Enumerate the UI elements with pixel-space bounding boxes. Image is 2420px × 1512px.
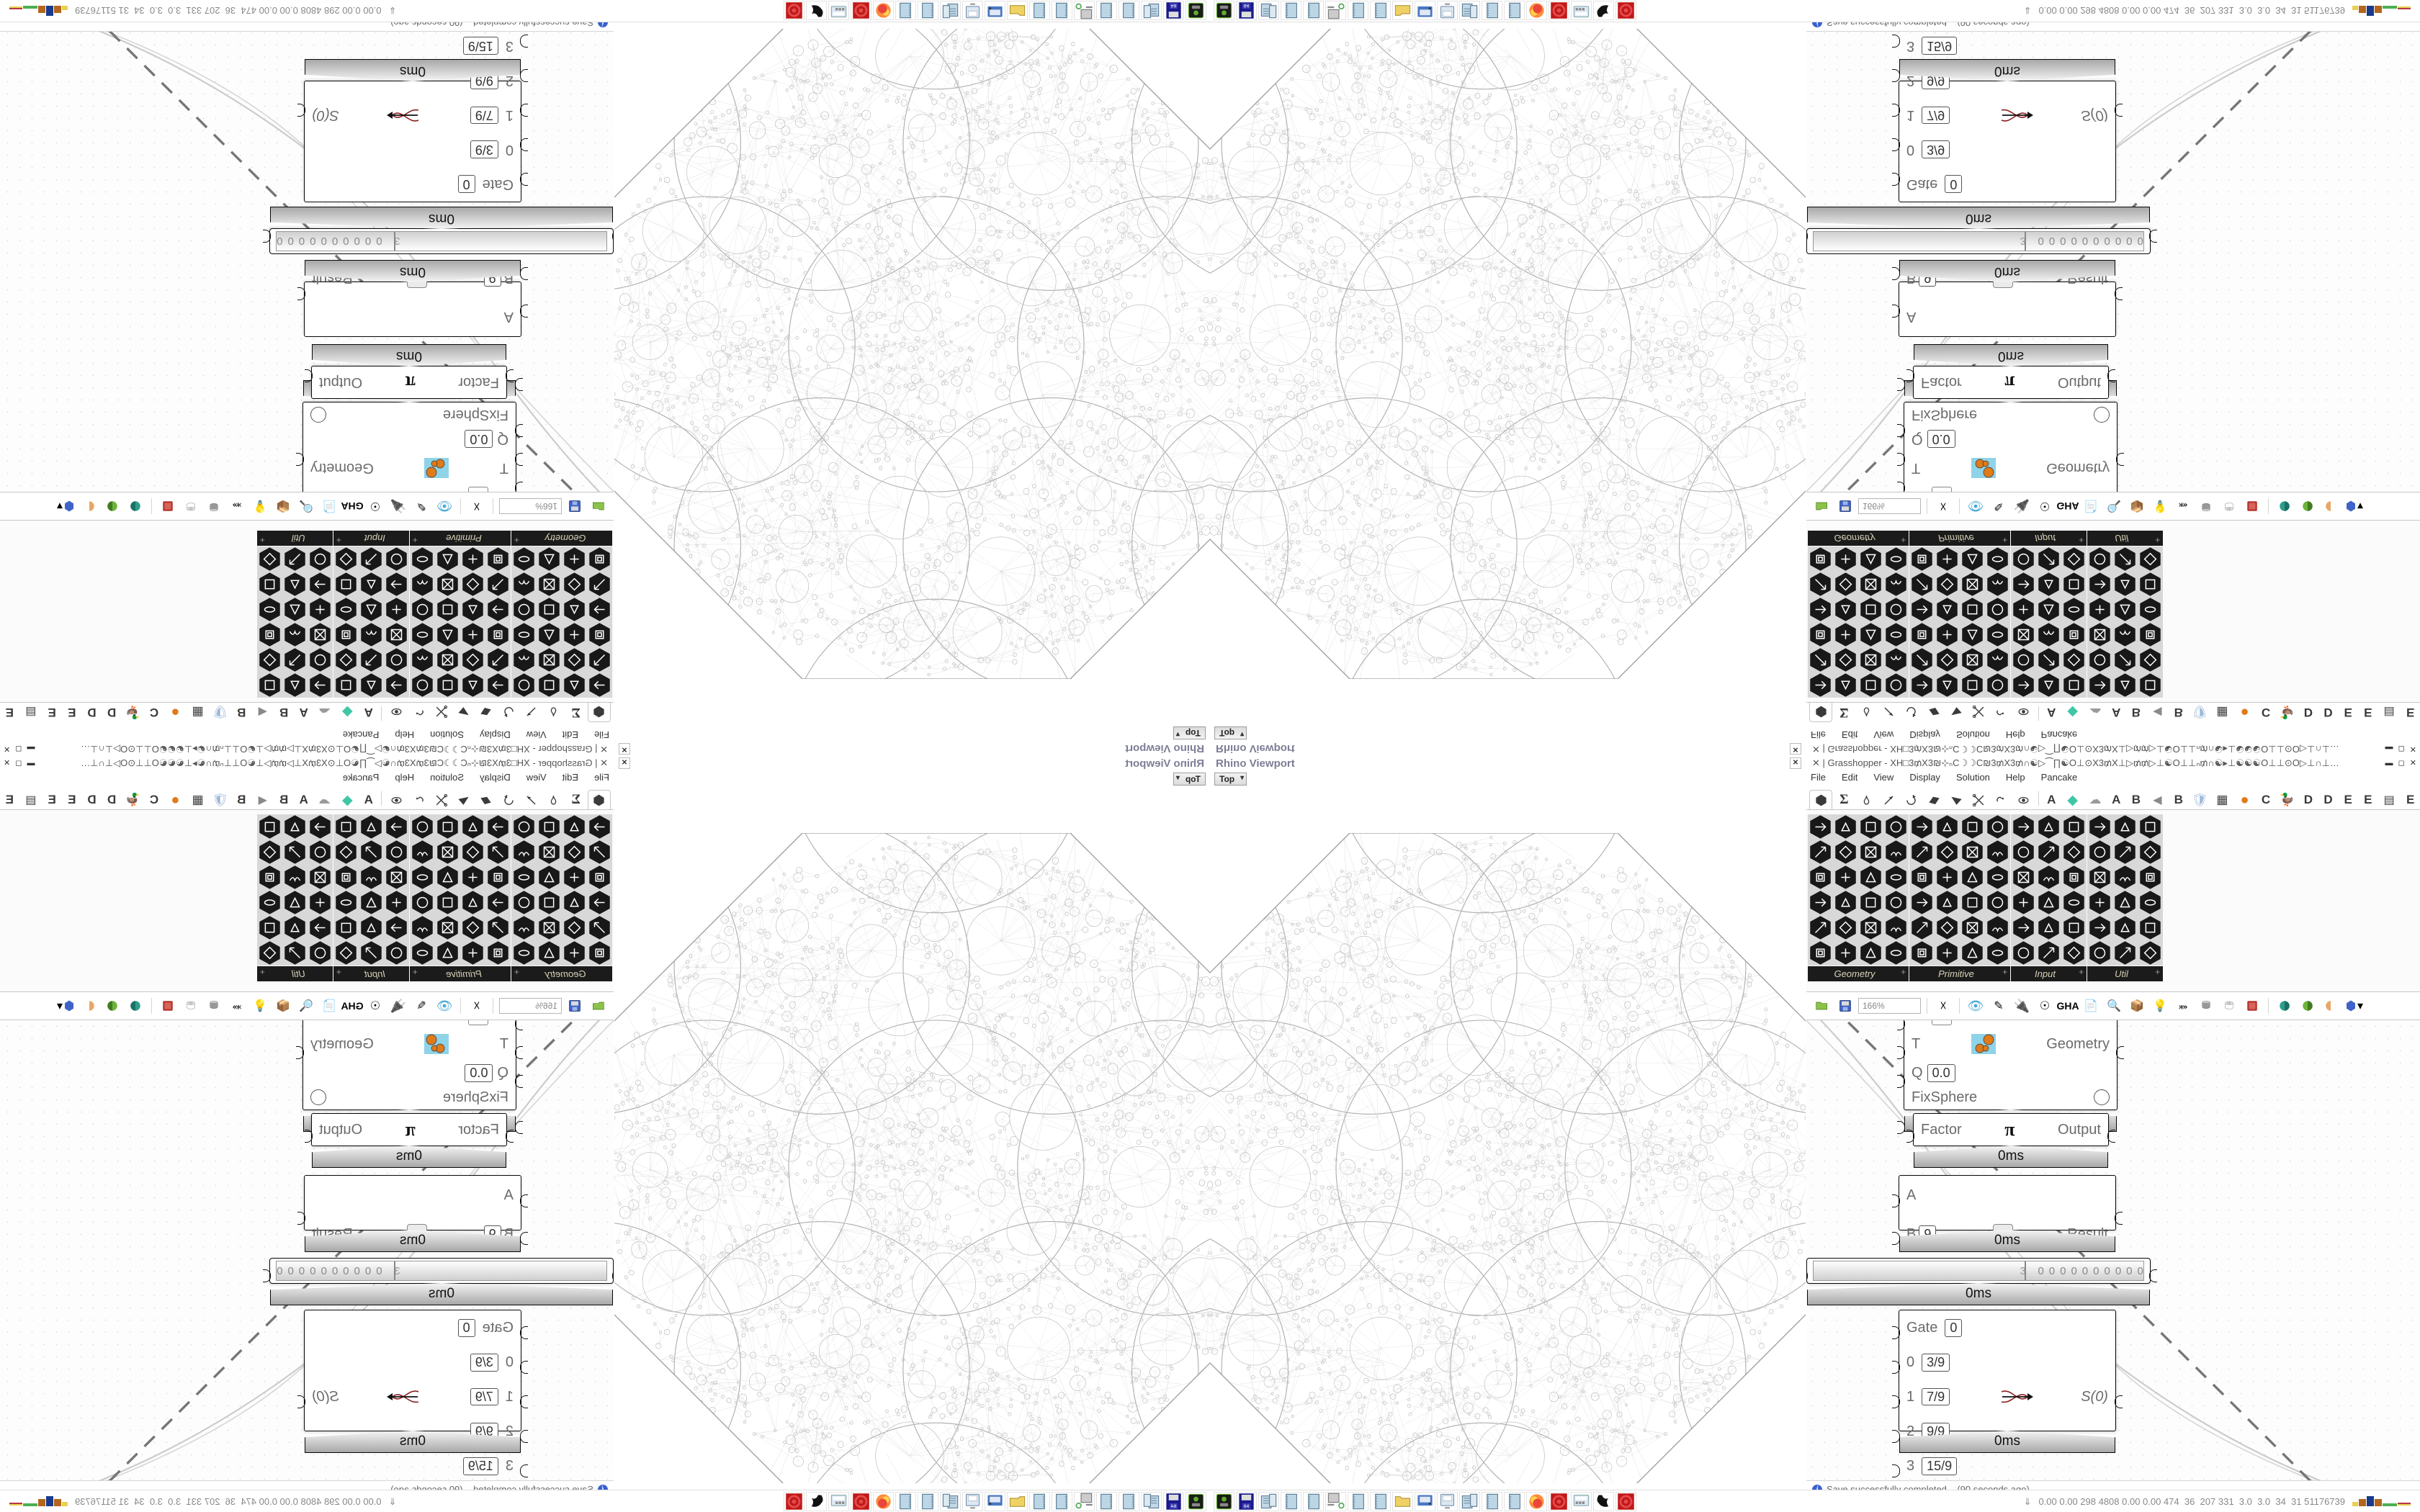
svg-text:64: 64 (1171, 1504, 1177, 1509)
svg-text:64: 64 (1171, 3, 1177, 8)
svg-text:64: 64 (1244, 1504, 1250, 1509)
svg-text:64: 64 (1244, 3, 1250, 8)
